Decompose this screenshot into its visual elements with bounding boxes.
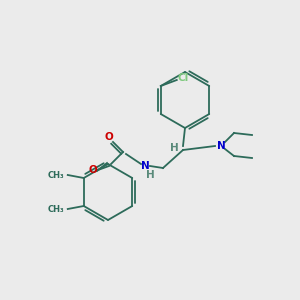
- Text: N: N: [217, 141, 225, 151]
- Text: H: H: [169, 143, 178, 153]
- Text: CH₃: CH₃: [47, 205, 64, 214]
- Text: CH₃: CH₃: [47, 170, 64, 179]
- Text: Cl: Cl: [177, 73, 188, 83]
- Text: H: H: [146, 170, 154, 180]
- Text: N: N: [141, 161, 149, 171]
- Text: O: O: [105, 132, 113, 142]
- Text: O: O: [88, 165, 98, 175]
